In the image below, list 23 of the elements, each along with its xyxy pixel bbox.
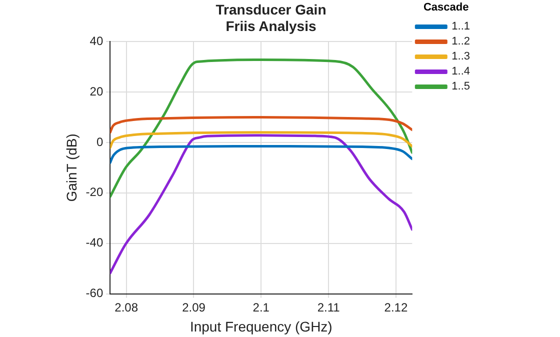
y-tick-label: -60 (86, 286, 104, 300)
legend-label: 1..1 (452, 20, 470, 33)
x-tick-label: 2.1 (252, 300, 270, 314)
legend-label: 1..5 (452, 80, 470, 93)
x-tick-label: 2.08 (114, 300, 138, 314)
y-tick-label: -20 (86, 185, 104, 200)
x-tick-label: 2.12 (384, 300, 408, 314)
x-tick-label: 2.11 (317, 300, 340, 314)
legend-label: 1..2 (452, 36, 470, 48)
y-tick-label: 40 (90, 34, 104, 48)
x-axis-title: Input Frequency (GHz) (190, 318, 332, 334)
legend-label: 1..4 (452, 66, 470, 78)
x-tick-label: 2.09 (182, 300, 206, 314)
line-series (110, 116, 412, 134)
y-axis-title: GainT (dB) (63, 134, 80, 202)
y-tick-label: -40 (86, 236, 104, 250)
legend-label: 1..3 (452, 50, 470, 63)
text: Friis Analysis (226, 18, 316, 34)
line-series (110, 145, 412, 164)
legend-title: Cascade (423, 2, 469, 14)
text: Transducer Gain (216, 1, 326, 18)
y-tick-label: 0 (96, 134, 104, 149)
y-tick-label: 20 (90, 84, 104, 98)
